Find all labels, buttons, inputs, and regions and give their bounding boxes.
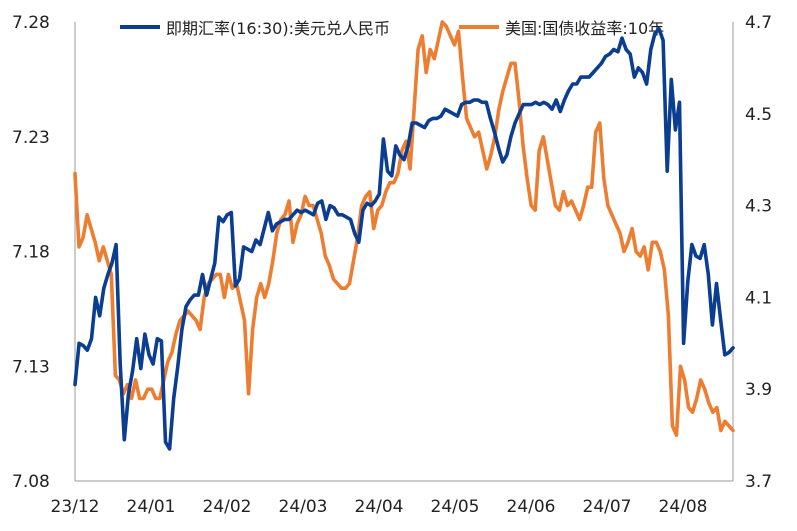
right-tick-label: 4.7: [745, 13, 772, 33]
usdcny-series-line: [73, 27, 735, 451]
ust10y-series-line: [73, 20, 735, 437]
left-tick-label: 7.28: [12, 13, 50, 33]
plot-lines: [73, 20, 735, 451]
x-tick-label: 24/06: [507, 497, 556, 517]
x-tick-label: 24/02: [203, 497, 252, 517]
legend: 即期汇率(16:30):美元兑人民币 美国:国债收益率:10年: [120, 19, 664, 38]
legend-label-usdcny: 即期汇率(16:30):美元兑人民币: [166, 19, 390, 38]
left-y-axis: 7.28 7.23 7.18 7.13 7.08: [12, 13, 76, 492]
x-axis: 23/12 24/01 24/02 24/03 24/04 24/05 24/06 24/07…: [51, 480, 733, 517]
left-tick-label: 7.08: [12, 472, 50, 492]
right-tick-label: 4.5: [745, 105, 772, 125]
right-tick-label: 3.9: [745, 380, 772, 400]
x-tick-label: 24/05: [431, 497, 480, 517]
legend-label-ust10y: 美国:国债收益率:10年: [505, 19, 664, 38]
x-tick-label: 24/07: [583, 497, 632, 517]
right-tick-label: 4.3: [745, 197, 772, 217]
left-tick-label: 7.18: [12, 243, 50, 263]
right-y-axis: 4.7 4.5 4.3 4.1 3.9 3.7: [732, 13, 772, 492]
right-tick-label: 3.7: [745, 472, 772, 492]
left-tick-label: 7.23: [12, 128, 50, 148]
x-tick-label: 23/12: [51, 497, 100, 517]
right-tick-label: 4.1: [745, 288, 772, 308]
x-tick-label: 24/04: [355, 497, 404, 517]
x-tick-label: 24/03: [279, 497, 328, 517]
x-tick-label: 24/01: [127, 497, 176, 517]
left-tick-label: 7.13: [12, 357, 50, 377]
x-tick-label: 24/08: [659, 497, 708, 517]
